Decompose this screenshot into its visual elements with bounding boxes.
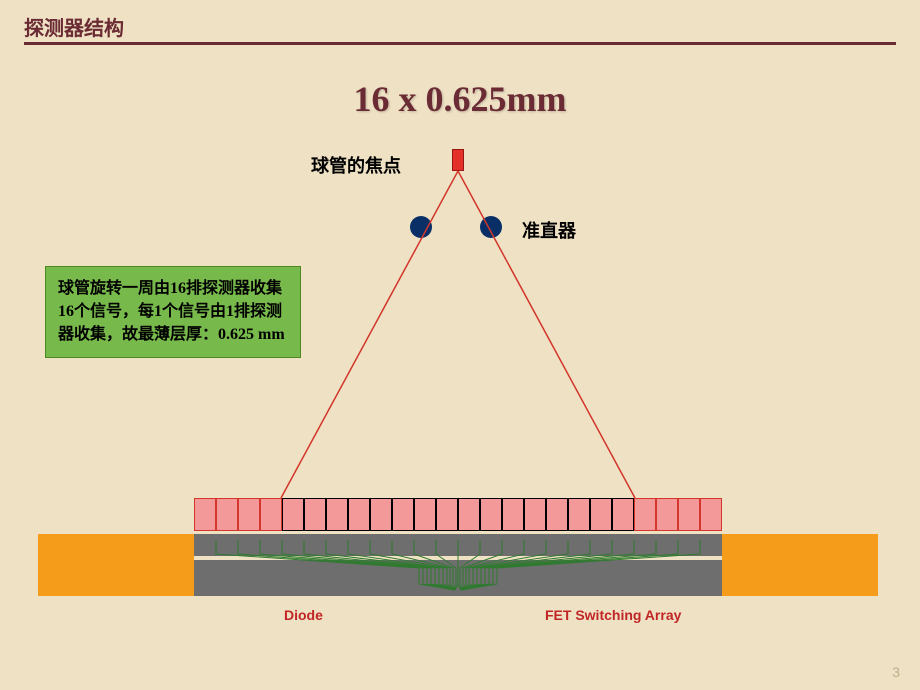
fet-label: FET Switching Array <box>545 607 681 623</box>
detector-cell <box>656 498 678 531</box>
detector-cell <box>590 498 612 531</box>
diode-block <box>194 534 722 556</box>
detector-cell <box>436 498 458 531</box>
collimator-dot-left <box>410 216 432 238</box>
detector-cell <box>326 498 348 531</box>
page-number: 3 <box>892 664 900 680</box>
detector-cell <box>414 498 436 531</box>
detector-cell <box>392 498 414 531</box>
detector-cell <box>568 498 590 531</box>
orange-block-left <box>38 534 194 596</box>
fet-block <box>194 560 722 596</box>
main-title: 16 x 0.625mm <box>0 78 920 120</box>
orange-block-right <box>722 534 878 596</box>
detector-cell <box>524 498 546 531</box>
detector-cell <box>216 498 238 531</box>
detector-cell <box>502 498 524 531</box>
detector-cell <box>458 498 480 531</box>
detector-cell <box>612 498 634 531</box>
detector-cell <box>546 498 568 531</box>
detector-cell <box>348 498 370 531</box>
focal-point-label: 球管的焦点 <box>311 152 401 178</box>
detector-cell <box>238 498 260 531</box>
collimator-dot-right <box>480 216 502 238</box>
header-underline <box>24 42 896 45</box>
detector-cell <box>282 498 304 531</box>
focal-point <box>452 149 464 171</box>
detector-cell <box>260 498 282 531</box>
detector-cell <box>700 498 722 531</box>
diode-label: Diode <box>284 607 323 623</box>
detector-cell <box>480 498 502 531</box>
detector-cell <box>304 498 326 531</box>
detector-array <box>194 498 722 531</box>
collimator-label: 准直器 <box>522 217 576 243</box>
detector-cell <box>634 498 656 531</box>
detector-cell <box>678 498 700 531</box>
info-box: 球管旋转一周由16排探测器收集16个信号，每1个信号由1排探测器收集，故最薄层厚… <box>45 266 301 358</box>
detector-cell <box>370 498 392 531</box>
header-title: 探测器结构 <box>24 12 124 41</box>
detector-cell <box>194 498 216 531</box>
